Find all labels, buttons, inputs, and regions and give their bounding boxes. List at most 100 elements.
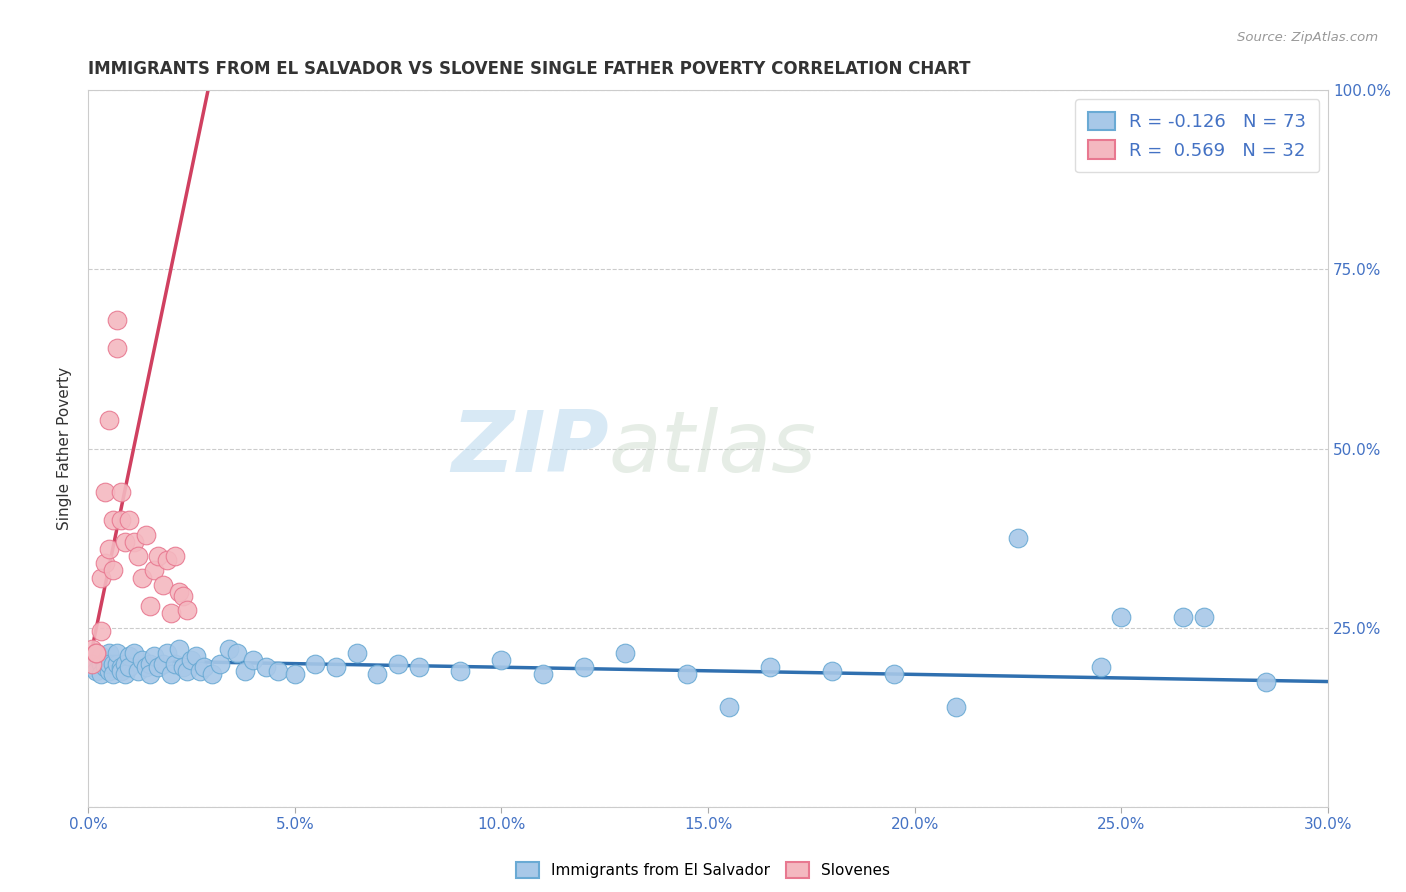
Point [131,571,153,585]
Point [152,578,174,592]
Point [127,549,149,563]
Point [90,657,112,671]
Point [180,653,202,667]
Point [131,653,153,667]
Point [93,557,115,571]
Text: ZIP: ZIP [451,407,609,490]
Point [1256,674,1278,689]
Point [110,660,132,674]
Point [152,657,174,671]
Point [86,646,108,660]
Text: IMMIGRANTS FROM EL SALVADOR VS SLOVENE SINGLE FATHER POVERTY CORRELATION CHART: IMMIGRANTS FROM EL SALVADOR VS SLOVENE S… [89,60,970,78]
Point [572,660,595,674]
Point [156,552,179,566]
Point [101,513,124,527]
Point [127,664,149,678]
Point [242,653,264,667]
Point [86,664,108,678]
Y-axis label: Single Father Poverty: Single Father Poverty [58,368,72,530]
Point [90,571,112,585]
Point [159,607,181,621]
Point [408,660,430,674]
Point [167,585,190,599]
Legend: Immigrants from El Salvador, Slovenes: Immigrants from El Salvador, Slovenes [510,856,896,884]
Point [491,653,513,667]
Point [82,657,104,671]
Point [105,341,128,355]
Point [90,624,112,639]
Point [97,657,120,671]
Point [110,513,132,527]
Point [114,657,136,671]
Point [97,664,120,678]
Point [93,660,115,674]
Point [676,667,699,681]
Point [759,660,782,674]
Point [118,513,141,527]
Point [172,660,194,674]
Point [883,667,905,681]
Point [201,667,224,681]
Point [86,646,108,660]
Point [143,649,166,664]
Point [101,564,124,578]
Point [90,667,112,681]
Text: atlas: atlas [609,407,817,490]
Point [176,603,198,617]
Point [118,649,141,664]
Point [172,589,194,603]
Point [114,667,136,681]
Legend: R = -0.126   N = 73, R =  0.569   N = 32: R = -0.126 N = 73, R = 0.569 N = 32 [1076,99,1319,172]
Point [135,660,157,674]
Point [101,657,124,671]
Point [449,664,471,678]
Point [1007,531,1029,545]
Point [82,660,104,674]
Point [1173,610,1195,624]
Point [110,664,132,678]
Point [139,599,162,614]
Point [346,646,368,660]
Point [143,564,166,578]
Point [118,660,141,674]
Point [163,657,186,671]
Point [218,642,240,657]
Point [387,657,409,671]
Point [135,527,157,541]
Point [139,667,162,681]
Point [614,646,637,660]
Point [97,413,120,427]
Point [114,534,136,549]
Point [86,646,108,660]
Point [167,642,190,657]
Point [254,660,277,674]
Point [1192,610,1215,624]
Point [1111,610,1133,624]
Point [233,664,256,678]
Point [156,646,179,660]
Point [188,664,211,678]
Point [945,699,967,714]
Point [209,657,232,671]
Point [97,646,120,660]
Point [105,312,128,326]
Point [159,667,181,681]
Point [82,657,104,671]
Point [122,534,145,549]
Point [821,664,844,678]
Point [148,549,170,563]
Point [93,657,115,671]
Point [110,484,132,499]
Point [101,667,124,681]
Point [284,667,307,681]
Point [90,649,112,664]
Point [148,660,170,674]
Point [226,646,249,660]
Point [184,649,207,664]
Point [531,667,554,681]
Point [304,657,326,671]
Point [717,699,740,714]
Point [122,646,145,660]
Point [93,484,115,499]
Point [325,660,347,674]
